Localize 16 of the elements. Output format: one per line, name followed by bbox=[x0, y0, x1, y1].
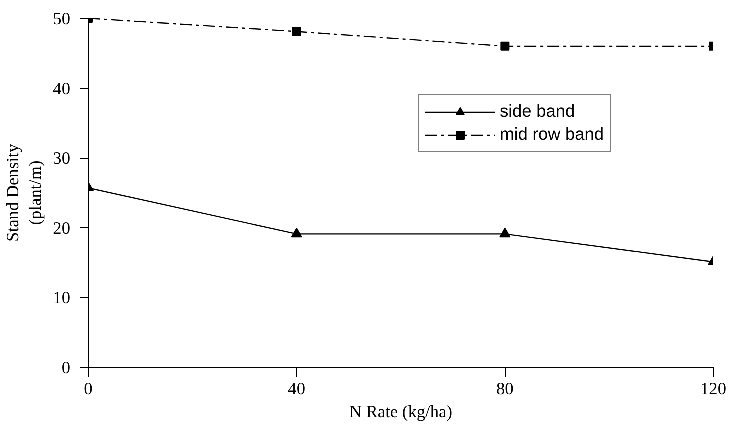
y-tick-label: 0 bbox=[62, 358, 71, 378]
y-tick-label: 30 bbox=[53, 149, 70, 168]
legend-label: side band bbox=[500, 101, 576, 122]
y-tick-label: 20 bbox=[53, 218, 70, 238]
y-tick-label: 40 bbox=[53, 79, 70, 98]
x-tick-label: 0 bbox=[84, 380, 93, 398]
y-tick-label: 10 bbox=[53, 288, 70, 308]
x-tick-label: 120 bbox=[700, 380, 727, 398]
y-tick-label: 50 bbox=[53, 10, 70, 28]
point bbox=[292, 27, 302, 36]
x-tick-label: 80 bbox=[496, 380, 514, 398]
y-axis-title: Stand Density (plant/m) bbox=[3, 144, 46, 242]
point bbox=[500, 42, 510, 51]
x-axis-title: N Rate (kg/ha) bbox=[350, 402, 453, 422]
x-tick-label: 40 bbox=[288, 380, 306, 398]
legend-label: mid row band bbox=[500, 124, 604, 145]
